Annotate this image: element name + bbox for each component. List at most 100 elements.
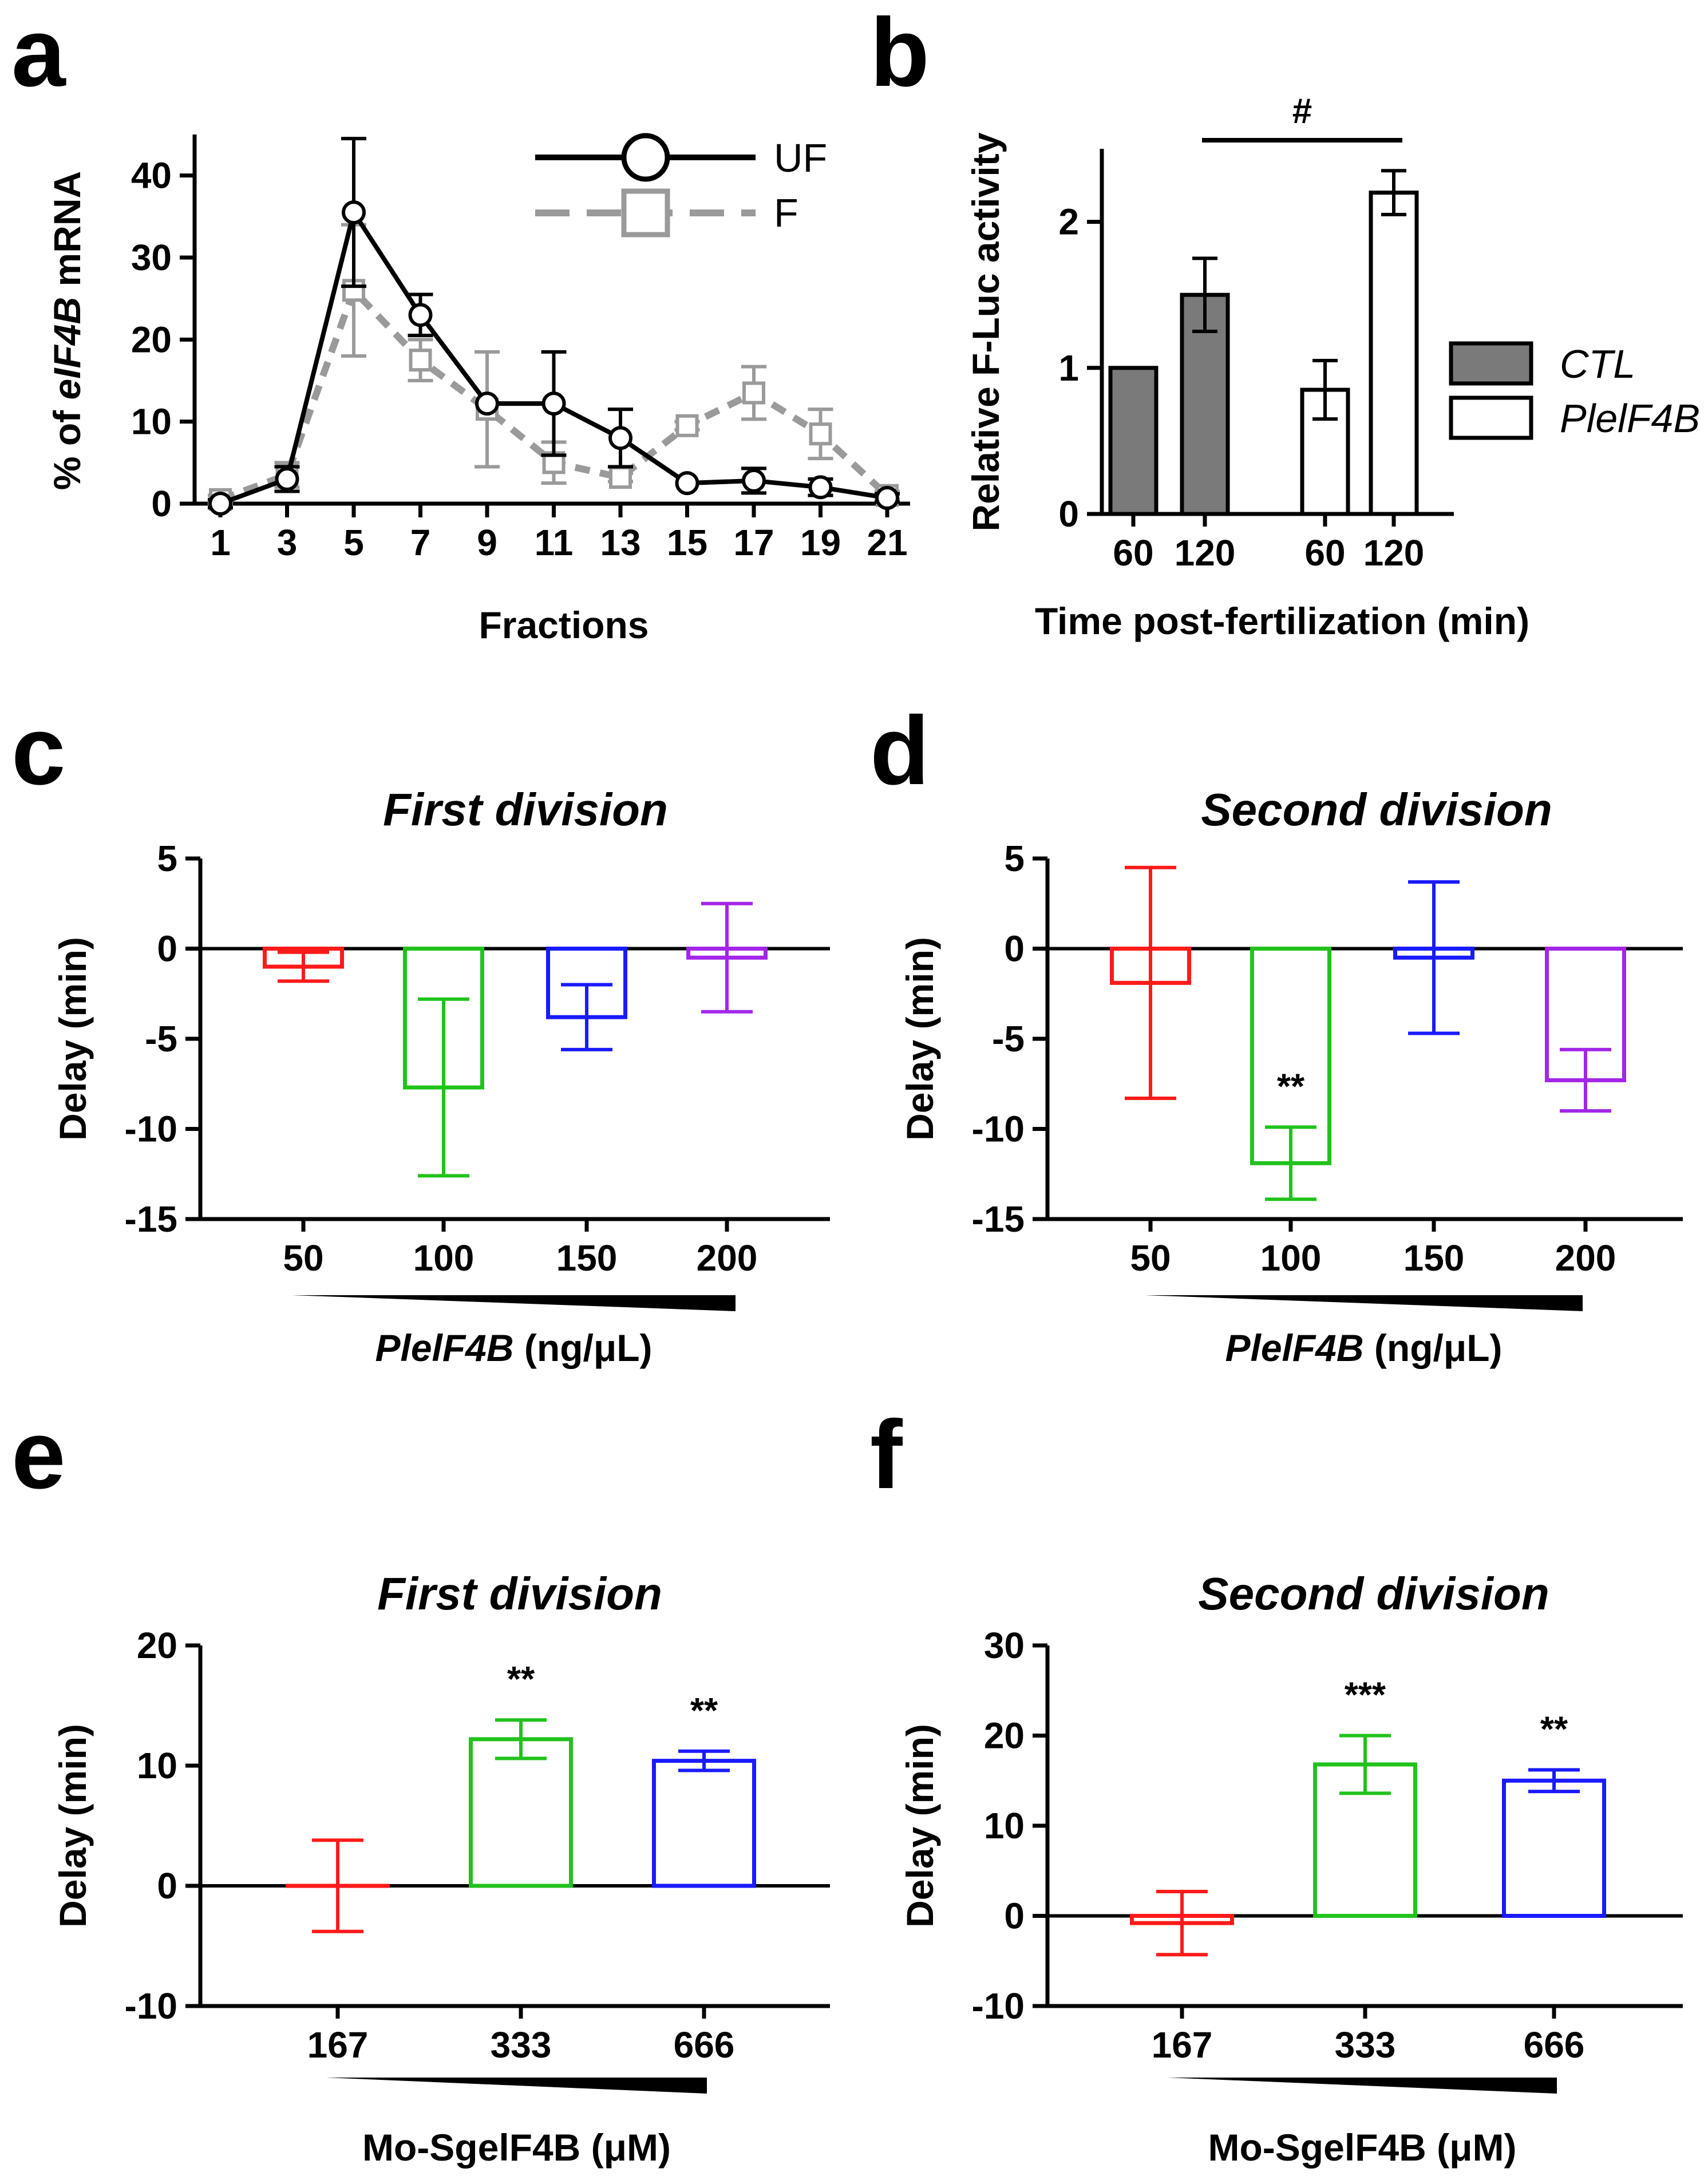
a-series-uf-point xyxy=(275,467,299,491)
f-x-tick-label: 333 xyxy=(1335,2024,1396,2066)
d-x-axis-title-unit: (ng/μL) xyxy=(1374,1327,1503,1369)
a-series-f-point xyxy=(742,381,765,405)
f-dose-wedge xyxy=(1168,2078,1557,2094)
a-x-tick-label: 3 xyxy=(277,522,298,563)
f-x-axis-title: Mo-SgelF4B (μM) xyxy=(1208,2126,1517,2169)
a-x-tick-label: 19 xyxy=(800,522,841,563)
b-legend-ctl-swatch xyxy=(1449,341,1533,386)
panel-label-f: f xyxy=(870,1400,903,1509)
d-y-tick-label: -15 xyxy=(972,1198,1025,1240)
d-x-axis-title-gene: PlelF4B xyxy=(1225,1327,1363,1369)
a-legend-f-marker xyxy=(621,188,670,238)
d-error-bar xyxy=(1265,1125,1316,1201)
b-y-axis-title: Relative F-Luc activity xyxy=(964,132,1007,531)
f-bar xyxy=(1502,1778,1606,1918)
f-y-tick-label: 20 xyxy=(984,1715,1025,1756)
d-y-tick-label: 5 xyxy=(1004,838,1025,879)
f-significance: *** xyxy=(1345,1676,1386,1715)
a-series-uf-point xyxy=(808,475,833,500)
a-y-axis-title-prefix: % of xyxy=(46,400,88,490)
a-x-tick-label: 21 xyxy=(867,522,907,563)
b-error-bar xyxy=(1381,169,1406,216)
e-y-tick-label: -10 xyxy=(125,1985,178,2027)
f-y-tick-label: 10 xyxy=(984,1805,1025,1846)
e-dose-wedge xyxy=(326,2078,707,2094)
b-y-tick-label: 0 xyxy=(1058,493,1079,535)
a-y-axis-title-suffix: mRNA xyxy=(46,171,88,297)
a-series-uf-point xyxy=(675,471,699,496)
e-y-tick-label: 20 xyxy=(137,1625,177,1666)
f-y-tick-label: 0 xyxy=(1004,1896,1025,1937)
e-y-axis-title: Delay (min) xyxy=(52,1724,94,1928)
e-bar xyxy=(469,1737,573,1888)
d-y-tick-label: 0 xyxy=(1004,928,1025,970)
b-x-axis-title: Time post-fertilization (min) xyxy=(1035,600,1529,642)
f-x-tick-label: 167 xyxy=(1152,2024,1213,2066)
b-error-bar xyxy=(1312,359,1338,421)
e-significance: ** xyxy=(507,1660,535,1699)
b-x-tick-label: 60 xyxy=(1113,532,1153,573)
e-x-tick-label: 167 xyxy=(307,2024,369,2066)
a-x-tick-label: 9 xyxy=(477,522,497,563)
a-x-axis-title: Fractions xyxy=(479,604,649,646)
d-x-axis-title: PlelF4B (ng/μL) xyxy=(1225,1327,1502,1369)
a-x-tick-label: 5 xyxy=(343,522,364,563)
f-error-bar xyxy=(1339,1734,1391,1795)
a-x-tick-label: 11 xyxy=(535,522,574,563)
panel-label-e: e xyxy=(11,1400,66,1509)
d-y-tick-label: -5 xyxy=(992,1018,1025,1059)
panel-label-d: d xyxy=(870,697,930,805)
d-error-bar xyxy=(1125,865,1176,1100)
a-y-axis-title: % of eIF4B mRNA xyxy=(46,171,88,490)
a-series-uf-point xyxy=(608,426,632,450)
a-y-axis-title-gene: eIF4B xyxy=(46,297,88,400)
a-series-uf-point xyxy=(342,200,366,225)
d-dose-wedge xyxy=(1145,1295,1583,1311)
d-x-axis-title-gap xyxy=(1364,1327,1374,1369)
panel-label-b: b xyxy=(870,0,930,107)
c-error-bar xyxy=(701,901,753,1014)
f-error-bar xyxy=(1528,1768,1580,1794)
d-title: Second division xyxy=(1201,784,1552,835)
a-series-f-point xyxy=(609,466,632,489)
c-y-tick-label: -5 xyxy=(145,1018,177,1059)
a-series-uf-point xyxy=(408,303,433,327)
a-series-uf-point xyxy=(208,492,232,516)
e-y-tick-label: 0 xyxy=(157,1865,177,1906)
a-series-f-point xyxy=(675,414,699,437)
e-bar xyxy=(652,1759,756,1888)
c-y-tick-label: 5 xyxy=(157,838,177,879)
d-significance: ** xyxy=(1277,1067,1305,1106)
c-x-tick-label: 50 xyxy=(283,1237,323,1279)
c-x-axis-title-gene: PlelF4B xyxy=(375,1327,513,1369)
a-series-f-point xyxy=(409,349,432,372)
e-significance: ** xyxy=(690,1691,718,1731)
a-series-uf-point xyxy=(541,391,566,416)
b-x-tick-label: 120 xyxy=(1175,532,1236,573)
a-x-tick-label: 17 xyxy=(733,522,774,563)
b-legend-ctl-label: CTL xyxy=(1560,342,1635,386)
c-x-tick-label: 150 xyxy=(556,1237,618,1279)
b-bar xyxy=(1369,191,1419,516)
b-bar xyxy=(1108,366,1159,516)
c-x-axis-title: PlelF4B (ng/μL) xyxy=(375,1327,652,1369)
e-x-tick-label: 666 xyxy=(674,2024,735,2066)
a-x-tick-label: 1 xyxy=(210,522,231,563)
a-y-tick-label: 30 xyxy=(131,237,172,278)
c-y-tick-label: -15 xyxy=(125,1198,178,1240)
d-x-tick-label: 200 xyxy=(1555,1237,1616,1279)
panel-label-a: a xyxy=(11,0,66,107)
a-series-uf-point xyxy=(475,391,499,416)
a-x-tick-label: 13 xyxy=(600,522,640,563)
c-x-axis-title-unit: (ng/μL) xyxy=(524,1327,653,1369)
f-significance: ** xyxy=(1540,1710,1568,1749)
c-dose-wedge xyxy=(292,1295,736,1311)
b-significance-mark: # xyxy=(1292,92,1312,131)
b-error-bar xyxy=(1192,256,1217,333)
a-series-uf-point xyxy=(742,468,766,493)
a-y-tick-label: 0 xyxy=(151,483,172,524)
c-x-tick-label: 200 xyxy=(697,1237,758,1279)
f-y-axis-title: Delay (min) xyxy=(899,1724,941,1928)
e-error-bar xyxy=(312,1838,363,1933)
